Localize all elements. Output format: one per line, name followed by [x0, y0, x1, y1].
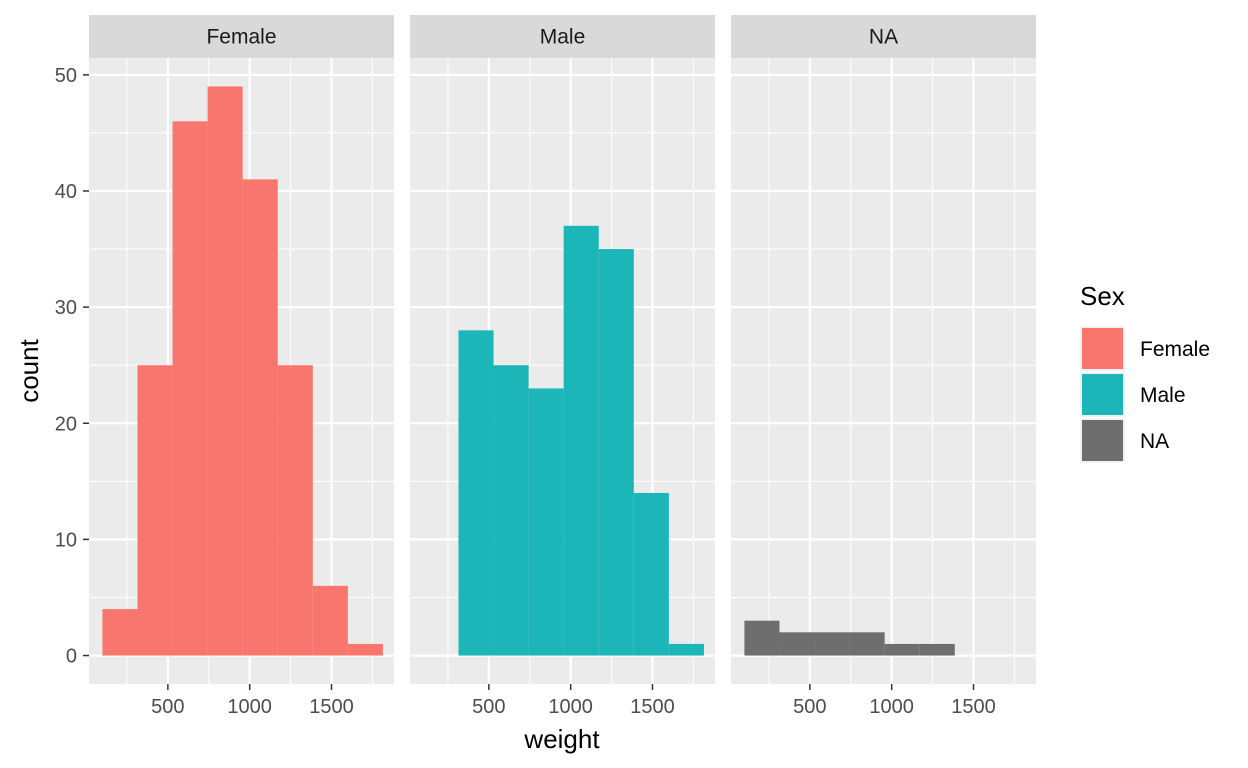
x-tick-label: 500 [793, 696, 826, 718]
histogram-bar [744, 621, 779, 656]
y-tick-label: 40 [55, 181, 77, 203]
y-tick-label: 0 [66, 646, 77, 668]
legend-item-na: NA [1080, 418, 1169, 463]
x-tick-label: 1500 [309, 696, 354, 718]
facet-panel-female: Female [89, 15, 394, 684]
y-axis-title: count [14, 338, 44, 402]
histogram-bar [208, 86, 243, 655]
facet-panels: Female Male NA [89, 15, 1036, 684]
legend-item-male: Male [1080, 372, 1186, 417]
x-axes: 500 1000 1500 500 1000 1500 500 1000 1500 [151, 684, 996, 718]
histogram-bar [599, 249, 634, 655]
histogram-bar [494, 365, 529, 655]
legend-swatch [1082, 420, 1123, 461]
histogram-bar [173, 121, 208, 655]
facet-panel-na: NA [731, 15, 1036, 684]
histogram-bar [102, 609, 137, 655]
legend-item-female: Female [1080, 326, 1210, 371]
y-tick-label: 50 [55, 65, 77, 87]
legend: Sex Female Male NA [1080, 281, 1210, 463]
x-tick-label: 1000 [227, 696, 272, 718]
x-tick-label: 1500 [951, 696, 996, 718]
histogram-bar [779, 632, 814, 655]
histogram-bar [348, 644, 383, 656]
y-tick-label: 30 [55, 297, 77, 319]
histogram-bar [529, 388, 564, 655]
histogram-bar [885, 644, 920, 656]
facet-panel-male: Male [410, 15, 715, 684]
x-tick-label: 1500 [630, 696, 675, 718]
legend-label: Male [1140, 384, 1186, 407]
y-tick-label: 10 [55, 529, 77, 551]
histogram-bar [850, 632, 885, 655]
panel-background [731, 58, 1036, 684]
legend-swatch [1082, 374, 1123, 415]
legend-swatch [1082, 328, 1123, 369]
histogram-bar [815, 632, 850, 655]
histogram-bar [313, 586, 348, 656]
histogram-bar [564, 226, 599, 656]
histogram-bar [920, 644, 955, 656]
x-tick-label: 500 [151, 696, 184, 718]
x-axis-title: weight [523, 724, 600, 754]
facet-strip-label: Female [206, 26, 276, 49]
histogram-bar [278, 365, 313, 655]
x-tick-label: 500 [472, 696, 505, 718]
legend-label: NA [1140, 430, 1169, 453]
facet-strip-label: NA [869, 26, 898, 49]
histogram-bar [634, 493, 669, 656]
y-axis: 0 10 20 30 40 50 [55, 65, 89, 668]
legend-label: Female [1140, 338, 1210, 361]
facet-strip-label: Male [540, 26, 586, 49]
x-tick-label: 1000 [548, 696, 593, 718]
histogram-bar [243, 179, 278, 655]
legend-title: Sex [1080, 281, 1125, 311]
histogram-bar [458, 330, 493, 655]
x-tick-label: 1000 [869, 696, 914, 718]
histogram-bar [137, 365, 172, 655]
y-tick-label: 20 [55, 413, 77, 435]
histogram-bar [669, 644, 704, 656]
